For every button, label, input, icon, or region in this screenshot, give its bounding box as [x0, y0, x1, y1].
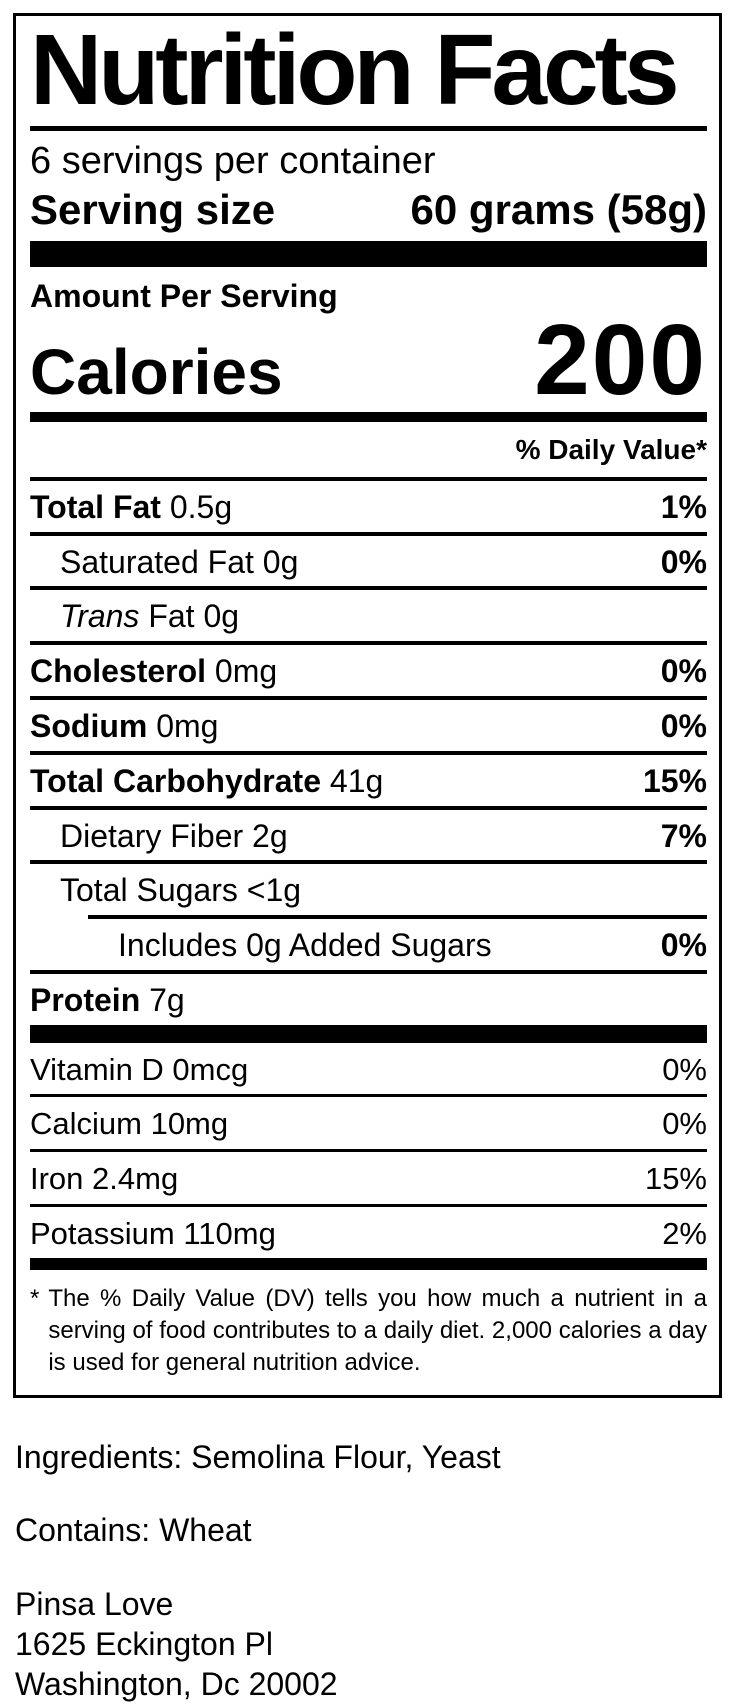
nutrient-name: Includes 0g Added Sugars	[118, 927, 492, 964]
nutrient-name: Sodium	[30, 707, 148, 744]
daily-value-footnote: * The % Daily Value (DV) tells you how m…	[30, 1283, 707, 1379]
calories-label: Calories	[30, 335, 283, 408]
nutrient-amount: 0mg	[156, 707, 219, 744]
vitamin-row-calcium: Calcium 10mg 0%	[30, 1094, 707, 1149]
servings-per-container: 6 servings per container	[30, 140, 436, 182]
serving-size-row: Serving size 60 grams (58g)	[30, 185, 707, 233]
nutrient-row-total-sugars: Total Sugars <1g	[30, 860, 707, 915]
nutrient-row-saturated-fat: Saturated Fat 0g 0%	[30, 531, 707, 587]
nutrient-row-protein: Protein 7g	[30, 969, 707, 1025]
nutrient-name: Protein	[30, 981, 141, 1018]
vitamin-row-vitamin-d: Vitamin D 0mcg 0%	[30, 1043, 707, 1095]
vitamin-dv: 2%	[662, 1215, 707, 1251]
nutrient-name: Dietary Fiber 2g	[60, 817, 288, 854]
nutrient-amount: 41g	[329, 762, 384, 799]
amount-per-serving: Amount Per Serving	[30, 277, 338, 314]
vitamin-name: Iron 2.4mg	[30, 1160, 179, 1196]
nutrient-row-added-sugars: Includes 0g Added Sugars 0%	[88, 915, 707, 970]
nutrient-name-italic: Trans	[60, 598, 140, 635]
manufacturer-street: 1625 Eckington Pl	[15, 1626, 273, 1663]
nutrient-amount: 0mg	[214, 653, 278, 690]
vitamin-name: Potassium 110mg	[30, 1215, 276, 1251]
allergen-contains-text: Contains: Wheat	[15, 1512, 252, 1549]
nutrient-row-trans-fat: Trans Fat 0g	[30, 586, 707, 641]
nutrient-name: Total Fat	[30, 488, 161, 525]
nutrient-amount: 0.5g	[169, 488, 233, 525]
nutrient-dv: 7%	[660, 817, 707, 854]
nutrient-dv: 0%	[660, 927, 707, 964]
vitamin-row-iron: Iron 2.4mg 15%	[30, 1148, 707, 1204]
calories-value: 200	[534, 303, 707, 416]
nutrient-row-dietary-fiber: Dietary Fiber 2g 7%	[30, 805, 707, 861]
manufacturer-city: Washington, Dc 20002	[15, 1666, 338, 1703]
nutrient-name: Cholesterol	[30, 653, 207, 690]
vitamin-dv: 15%	[644, 1160, 707, 1196]
nutrient-row-cholesterol: Cholesterol 0mg 0%	[30, 641, 707, 696]
nutrition-facts-label: Nutrition Facts 6 servings per container…	[13, 13, 722, 1399]
vitamin-name: Vitamin D 0mcg	[30, 1051, 249, 1087]
nutrient-row-total-carbohydrate: Total Carbohydrate 41g 15%	[30, 750, 707, 806]
calories-row: Calories 200	[30, 303, 707, 416]
nutrient-dv: 15%	[642, 762, 707, 799]
manufacturer-address-block: Pinsa Love 1625 Eckington Pl Washington,…	[15, 1584, 720, 1704]
manufacturer-name: Pinsa Love	[15, 1586, 174, 1623]
nutrient-name: Saturated Fat 0g	[60, 543, 299, 580]
nutrient-row-total-fat: Total Fat 0.5g 1%	[30, 476, 707, 532]
medium-divider-bar	[30, 411, 707, 422]
nutrient-amount: 7g	[149, 981, 185, 1018]
daily-value-header: % Daily Value*	[515, 433, 707, 465]
nutrient-dv: 0%	[660, 543, 707, 580]
thick-divider-bar	[30, 240, 707, 267]
nutrient-amount: Fat 0g	[148, 598, 240, 635]
footnote-text: The % Daily Value (DV) tells you how muc…	[48, 1285, 707, 1377]
vitamin-dv: 0%	[662, 1051, 707, 1087]
vitamin-row-potassium: Potassium 110mg 2%	[30, 1203, 707, 1259]
title-divider	[30, 126, 707, 131]
nutrient-row-sodium: Sodium 0mg 0%	[30, 695, 707, 751]
serving-size-label: Serving size	[30, 185, 276, 233]
nutrient-dv: 0%	[660, 707, 707, 744]
label-title: Nutrition Facts	[30, 14, 680, 126]
ingredients-text: Ingredients: Semolina Flour, Yeast	[15, 1439, 501, 1476]
nutrient-dv: 1%	[660, 488, 707, 525]
thick-divider-bar	[30, 1258, 707, 1271]
footnote-asterisk: *	[30, 1285, 40, 1313]
nutrient-name: Total Carbohydrate	[30, 762, 321, 799]
serving-size-value: 60 grams (58g)	[410, 185, 707, 233]
vitamin-dv: 0%	[662, 1106, 707, 1142]
thick-divider-bar	[30, 1024, 707, 1043]
nutrient-name: Total Sugars <1g	[60, 872, 302, 909]
vitamin-name: Calcium 10mg	[30, 1106, 229, 1142]
nutrient-dv: 0%	[660, 653, 707, 690]
